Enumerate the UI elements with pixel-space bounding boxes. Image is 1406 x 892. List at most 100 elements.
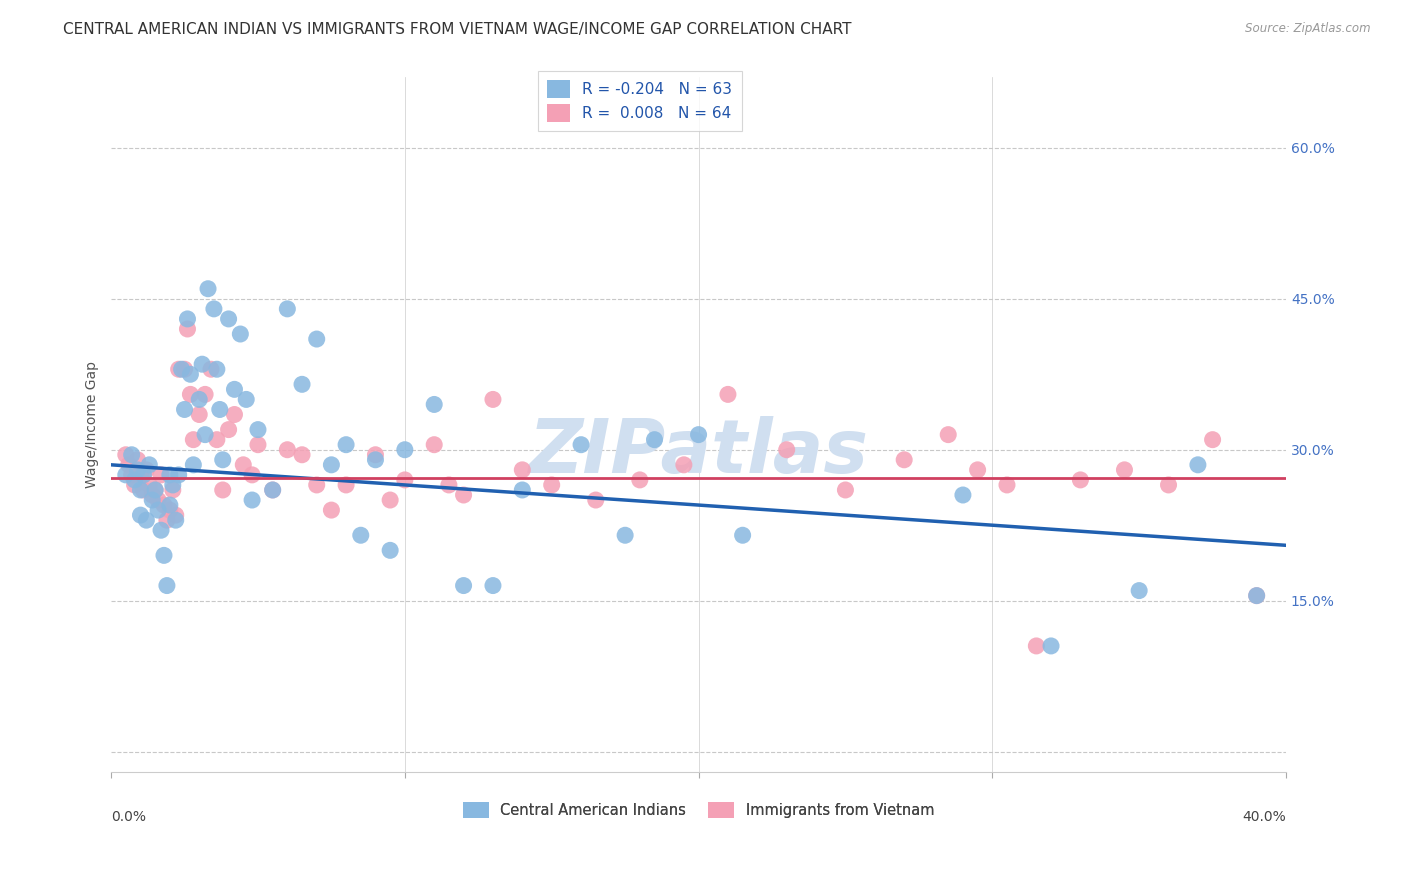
Point <box>127 452 149 467</box>
Point <box>208 402 231 417</box>
Point <box>1246 589 1268 603</box>
Point <box>211 483 233 497</box>
Text: 0.0%: 0.0% <box>111 810 146 824</box>
Point <box>232 458 254 472</box>
Legend: Central American Indians, Immigrants from Vietnam: Central American Indians, Immigrants fro… <box>457 796 941 823</box>
Y-axis label: Wage/Income Gap: Wage/Income Gap <box>86 361 100 488</box>
Point <box>143 483 166 497</box>
Point <box>146 493 169 508</box>
Point <box>129 467 152 482</box>
Point <box>246 423 269 437</box>
Point <box>246 438 269 452</box>
Point <box>132 467 155 482</box>
Point <box>218 312 240 326</box>
Point <box>628 473 651 487</box>
Point <box>321 458 343 472</box>
Point <box>127 463 149 477</box>
Point <box>291 448 314 462</box>
Point <box>162 478 184 492</box>
Point <box>132 483 155 497</box>
Point <box>156 578 179 592</box>
Point <box>179 387 201 401</box>
Point <box>173 402 195 417</box>
Point <box>162 483 184 497</box>
Point <box>159 467 181 482</box>
Point <box>156 513 179 527</box>
Point <box>614 528 637 542</box>
Point <box>153 549 176 563</box>
Point <box>121 467 143 482</box>
Point <box>150 467 173 482</box>
Point <box>717 387 740 401</box>
Point <box>159 503 181 517</box>
Point <box>138 458 160 472</box>
Point <box>211 452 233 467</box>
Point <box>165 508 187 522</box>
Point <box>188 392 211 407</box>
Point <box>1157 478 1180 492</box>
Point <box>276 442 298 457</box>
Point <box>1128 583 1150 598</box>
Point <box>124 473 146 487</box>
Point <box>335 438 357 452</box>
Point <box>159 498 181 512</box>
Point <box>1114 463 1136 477</box>
Point <box>1201 433 1223 447</box>
Point <box>1246 589 1268 603</box>
Point <box>291 377 314 392</box>
Point <box>423 397 446 411</box>
Point <box>121 448 143 462</box>
Point <box>240 493 263 508</box>
Point <box>305 332 328 346</box>
Point <box>394 442 416 457</box>
Point <box>167 362 190 376</box>
Point <box>197 282 219 296</box>
Point <box>176 312 198 326</box>
Point <box>350 528 373 542</box>
Point <box>936 427 959 442</box>
Point <box>453 578 475 592</box>
Point <box>114 467 136 482</box>
Point <box>218 423 240 437</box>
Point <box>335 478 357 492</box>
Point <box>118 458 141 472</box>
Point <box>170 362 193 376</box>
Point <box>1187 458 1209 472</box>
Point <box>776 442 799 457</box>
Point <box>153 498 176 512</box>
Point <box>540 478 562 492</box>
Point <box>202 301 225 316</box>
Point <box>229 326 252 341</box>
Point <box>183 458 205 472</box>
Point <box>205 433 228 447</box>
Text: 40.0%: 40.0% <box>1243 810 1286 824</box>
Point <box>510 463 533 477</box>
Point <box>167 467 190 482</box>
Point <box>305 478 328 492</box>
Point <box>114 448 136 462</box>
Point <box>482 392 505 407</box>
Point <box>240 467 263 482</box>
Point <box>453 488 475 502</box>
Point <box>176 322 198 336</box>
Point <box>1025 639 1047 653</box>
Point <box>893 452 915 467</box>
Text: ZIPatlas: ZIPatlas <box>529 416 869 489</box>
Point <box>1069 473 1091 487</box>
Point <box>262 483 284 497</box>
Point <box>276 301 298 316</box>
Point <box>394 473 416 487</box>
Point <box>952 488 974 502</box>
Point <box>1040 639 1063 653</box>
Point <box>138 478 160 492</box>
Point <box>321 503 343 517</box>
Point <box>179 368 201 382</box>
Point <box>205 362 228 376</box>
Point <box>672 458 695 472</box>
Point <box>966 463 988 477</box>
Point <box>129 483 152 497</box>
Point <box>165 513 187 527</box>
Point <box>224 382 246 396</box>
Point <box>423 438 446 452</box>
Text: CENTRAL AMERICAN INDIAN VS IMMIGRANTS FROM VIETNAM WAGE/INCOME GAP CORRELATION C: CENTRAL AMERICAN INDIAN VS IMMIGRANTS FR… <box>63 22 852 37</box>
